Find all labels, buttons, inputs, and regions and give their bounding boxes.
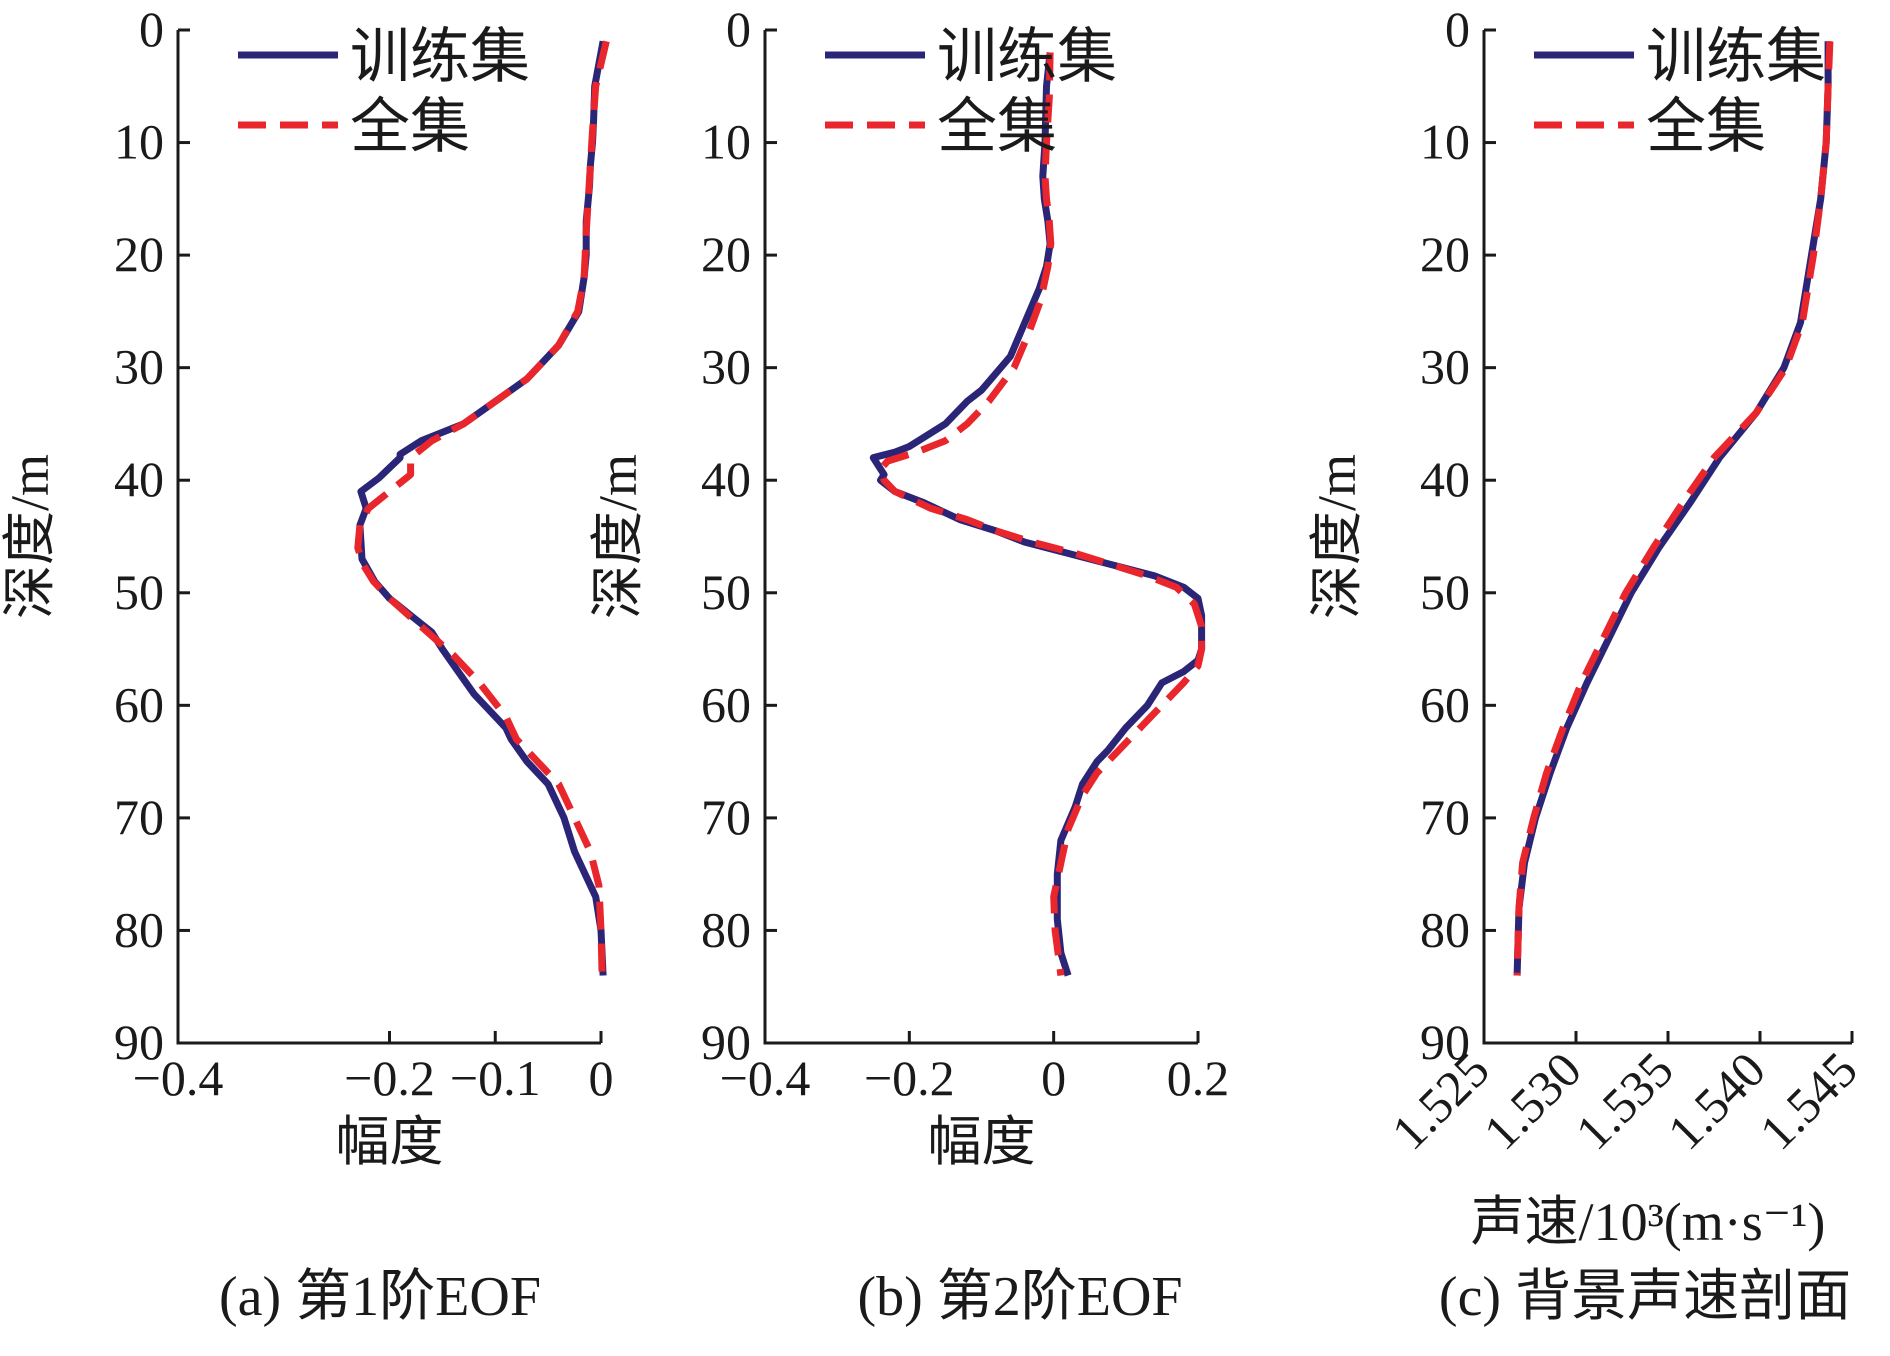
y-tick-label: 0: [726, 1, 751, 57]
chart-panel-2: 0 10 20 30 40 50 60 70 80 90−0.4 −0.2 0 0.2 训练集全集深度/m…: [588, 1, 1229, 1328]
series-line-full: [354, 40, 610, 976]
y-tick-label: 30: [1420, 339, 1470, 395]
y-tick-label: 10: [701, 114, 751, 170]
x-tick-label: −0.2: [864, 1050, 955, 1106]
y-tick-label: 80: [1420, 901, 1470, 957]
x-axis-label: 幅度: [336, 1112, 444, 1172]
y-axis-label: 深度/m: [0, 454, 60, 619]
y-axis-label: 深度/m: [588, 454, 648, 619]
y-tick-label: 20: [701, 226, 751, 282]
y-tick-label: 30: [701, 339, 751, 395]
legend-label: 全集: [1646, 94, 1766, 160]
legend-label: 训练集: [350, 24, 530, 90]
x-tick-label: 1.535: [1565, 1041, 1684, 1160]
y-tick-label: 90: [114, 1014, 164, 1070]
panel-caption: (a) 第1阶EOF: [219, 1266, 541, 1328]
x-tick-label: −0.4: [720, 1050, 811, 1106]
x-tick-label: 0: [1041, 1050, 1066, 1106]
y-tick-label: 50: [1420, 564, 1470, 620]
x-tick-label: −0.4: [133, 1050, 224, 1106]
y-tick-label: 40: [114, 451, 164, 507]
x-tick-label: 0: [589, 1050, 614, 1106]
y-tick-label: 50: [701, 564, 751, 620]
y-tick-label: 60: [114, 676, 164, 732]
x-axis-label: 声速/10³(m·s⁻¹): [1471, 1192, 1826, 1252]
x-tick-label: −0.2: [344, 1050, 435, 1106]
y-tick-label: 20: [1420, 226, 1470, 282]
chart-panel-3: 01020304050607080901.5251.5301.5351.5401…: [1307, 1, 1868, 1328]
y-tick-label: 10: [1420, 114, 1470, 170]
y-tick-label: 90: [1420, 1014, 1470, 1070]
panel-caption: (b) 第2阶EOF: [857, 1266, 1182, 1328]
legend-label: 训练集: [937, 24, 1117, 90]
y-axis-label: 深度/m: [1307, 454, 1367, 619]
series-line-full: [1513, 41, 1834, 976]
legend-label: 训练集: [1646, 24, 1826, 90]
series-line-train: [1513, 41, 1832, 976]
series-line-train: [356, 40, 607, 976]
x-tick-label: 1.545: [1749, 1041, 1868, 1160]
legend-label: 全集: [350, 94, 470, 160]
legend-label: 全集: [937, 94, 1057, 160]
y-tick-label: 40: [701, 451, 751, 507]
x-tick-label: 1.540: [1657, 1041, 1776, 1160]
y-tick-label: 20: [114, 226, 164, 282]
y-tick-label: 80: [701, 901, 751, 957]
series-line-full: [877, 52, 1206, 976]
y-tick-label: 70: [701, 789, 751, 845]
x-tick-label: 1.530: [1473, 1041, 1592, 1160]
y-tick-label: 80: [114, 901, 164, 957]
series-line-train: [869, 52, 1206, 977]
y-tick-label: 60: [1420, 676, 1470, 732]
y-tick-label: 10: [114, 114, 164, 170]
y-tick-label: 40: [1420, 451, 1470, 507]
y-tick-label: 90: [701, 1014, 751, 1070]
y-tick-label: 60: [701, 676, 751, 732]
y-tick-label: 50: [114, 564, 164, 620]
axes-frame: [176, 30, 601, 1045]
axes-frame: [763, 30, 1198, 1045]
x-axis-label: 幅度: [928, 1112, 1036, 1172]
y-tick-label: 0: [139, 1, 164, 57]
x-tick-label: 0.2: [1167, 1050, 1230, 1106]
y-tick-label: 70: [1420, 789, 1470, 845]
chart-panel-1: 0 10 20 30 40 50 60 70 80 90−0.4 −0.2 −0.1 0 训练集全集深度/…: [0, 1, 614, 1328]
y-tick-label: 0: [1445, 1, 1470, 57]
panel-caption: (c) 背景声速剖面: [1439, 1266, 1851, 1328]
y-tick-label: 70: [114, 789, 164, 845]
x-tick-label: −0.1: [450, 1050, 541, 1106]
y-tick-label: 30: [114, 339, 164, 395]
